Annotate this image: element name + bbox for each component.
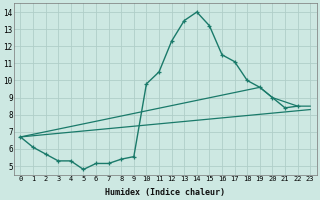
X-axis label: Humidex (Indice chaleur): Humidex (Indice chaleur) (105, 188, 225, 197)
